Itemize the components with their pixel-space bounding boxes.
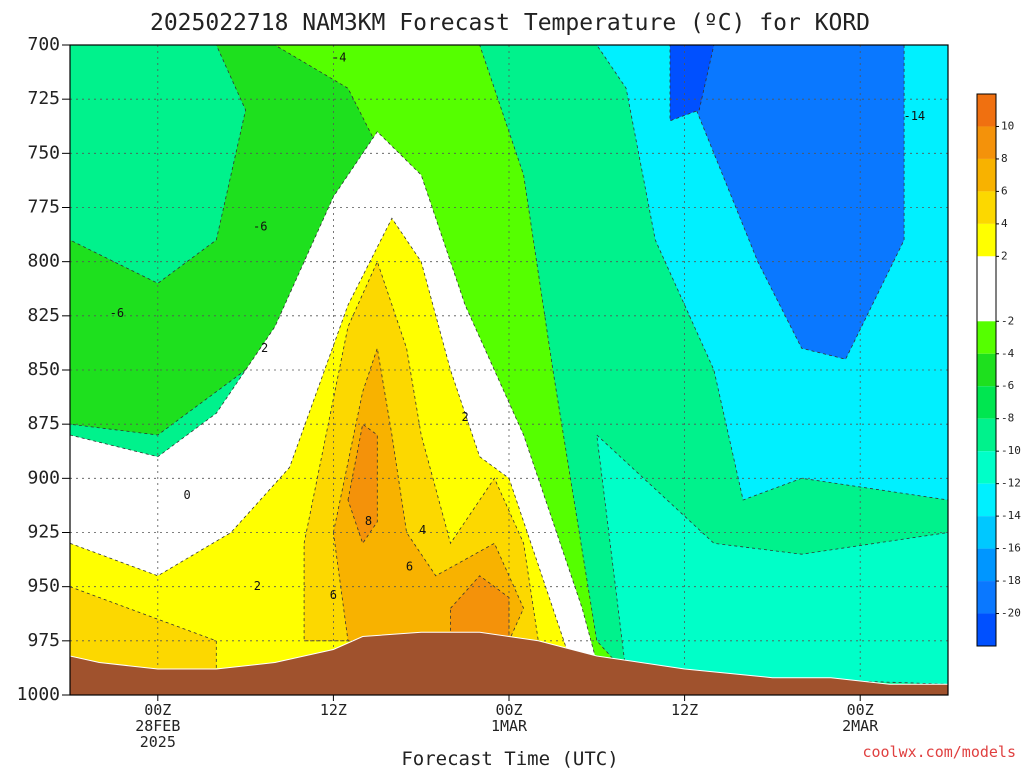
y-tick-label-0: 700 (27, 34, 60, 55)
y-tick-label-11: 975 (27, 630, 60, 651)
plot-area: -4 -6 -6 -14 2 0 2 8 4 6 2 6 (70, 45, 948, 695)
y-tick-label-10: 950 (27, 576, 60, 597)
colorbar-bin-15 (977, 613, 996, 646)
colorbar-bin-10 (977, 451, 996, 484)
contour-label-6: 2 (461, 410, 468, 424)
colorbar-tick-label-4: 2 (1001, 249, 1008, 262)
x-tick-label-3-0: 12Z (671, 701, 698, 719)
x-tick-label-2-0: 00Z (495, 701, 522, 719)
colorbar-bin-2 (977, 158, 996, 192)
x-tick-label-4-0: 00Z (847, 701, 874, 719)
colorbar-frame (976, 93, 997, 647)
y-tick-label-4: 800 (27, 251, 60, 272)
colorbar: 10 8 6 4 2 -2 -4 -6 -8 -10 -12 -14 -16 -18 -20 (976, 93, 1021, 647)
colorbar-bin-12 (977, 516, 996, 549)
colorbar-bin-13 (977, 548, 996, 582)
colorbar-tick-label-0: 10 (1001, 119, 1014, 132)
colorbar-bin-0 (977, 94, 996, 127)
x-tick-label-1-0: 12Z (320, 701, 347, 719)
y-tick-label-6: 850 (27, 359, 60, 380)
contour-label-4: 2 (261, 341, 268, 355)
x-tick-label-2-1: 1MAR (491, 717, 528, 735)
colorbar-tick-label-14: -20 (1001, 607, 1021, 620)
y-tick-label-7: 875 (27, 413, 60, 434)
colorbar-bin-6 (977, 321, 996, 354)
contour-label-9: 6 (406, 560, 413, 574)
contour-label-3: -14 (903, 109, 925, 123)
x-axis-label: Forecast Time (UTC) (401, 748, 618, 768)
contour-label-7: 8 (365, 514, 372, 528)
colorbar-tick-label-8: -8 (1001, 412, 1014, 425)
colorbar-tick-label-2: 6 (1001, 184, 1008, 197)
y-tick-label-9: 925 (27, 522, 60, 543)
colorbar-tick-label-10: -12 (1001, 477, 1021, 490)
y-tick-label-1: 725 (27, 88, 60, 109)
colorbar-tick-label-6: -4 (1001, 347, 1015, 360)
y-tick-label-5: 825 (27, 305, 60, 326)
y-tick-label-2: 750 (27, 142, 60, 163)
contour-label-8: 4 (419, 523, 426, 537)
credit-text: coolwx.com/models (862, 743, 1016, 761)
contour-labels: -4 -6 -6 -14 2 0 2 8 4 6 2 6 (110, 51, 926, 602)
colorbar-tick-label-3: 4 (1001, 217, 1008, 230)
contour-label-2: -6 (110, 306, 124, 320)
colorbar-tick-label-5: -2 (1001, 314, 1014, 327)
contour-label-5: 0 (183, 488, 190, 502)
temp-region-9 (70, 586, 217, 674)
colorbar-tick-label-12: -16 (1001, 542, 1021, 555)
colorbar-bin-8 (977, 386, 996, 419)
temperature-fill (70, 45, 948, 685)
colorbar-bin-3 (977, 191, 996, 224)
colorbar-tick-label-13: -18 (1001, 574, 1021, 587)
x-tick-label-4-1: 2MAR (842, 717, 879, 735)
contour-label-1: -6 (253, 220, 267, 234)
x-tick-label-0-1: 28FEB (135, 717, 180, 735)
colorbar-bin-1 (977, 126, 996, 159)
colorbar-bin-11 (977, 483, 996, 517)
x-tick-label-0-2: 2025 (140, 733, 176, 751)
y-tick-label-8: 900 (27, 467, 60, 488)
colorbar-tick-label-7: -6 (1001, 379, 1014, 392)
colorbar-bin-5 (977, 256, 996, 322)
y-tick-label-3: 775 (27, 197, 60, 218)
temp-region-5 (669, 45, 715, 122)
colorbar-tick-label-1: 8 (1001, 152, 1008, 165)
y-axis: 700 725 750 775 800 825 850 875 900 925 950 975 1000 (17, 34, 70, 705)
temp-region-4 (669, 45, 905, 360)
contour-label-0: -4 (332, 51, 346, 65)
colorbar-bin-14 (977, 581, 996, 614)
colorbar-tick-label-9: -10 (1001, 444, 1021, 457)
terrain-fill (70, 631, 948, 695)
chart-title: 2025022718 NAM3KM Forecast Temperature (… (150, 10, 870, 36)
x-tick-label-0-0: 00Z (144, 701, 171, 719)
colorbar-bin-4 (977, 223, 996, 257)
colorbar-bin-7 (977, 353, 996, 387)
colorbar-tick-label-11: -14 (1001, 509, 1021, 522)
contour-label-11: 6 (330, 588, 337, 602)
contour-label-10: 2 (254, 579, 261, 593)
colorbar-bin-9 (977, 418, 996, 452)
temp-region-2 (70, 45, 247, 284)
y-tick-label-12: 1000 (17, 684, 60, 705)
